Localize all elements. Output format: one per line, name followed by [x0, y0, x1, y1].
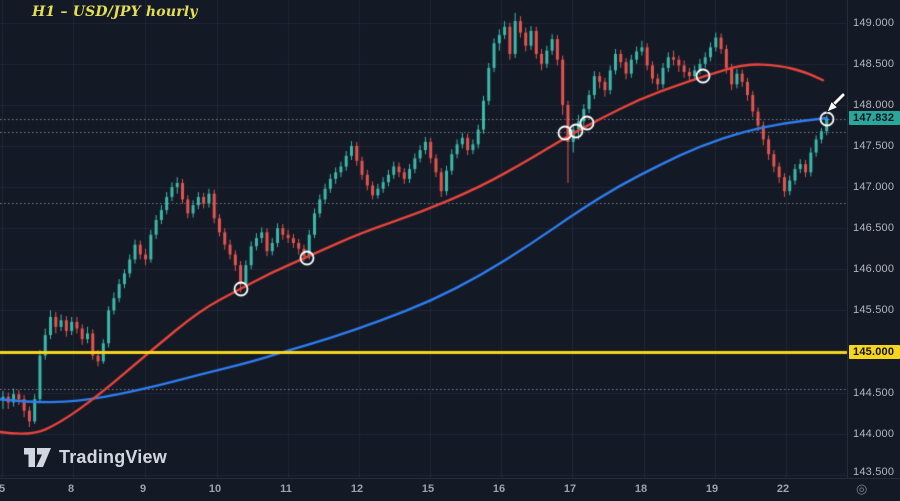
price-axis-label: 147.000	[853, 181, 895, 193]
price-axis-label: 147.500	[853, 140, 895, 152]
time-axis-label: 16	[492, 483, 506, 495]
time-axis-label: 11	[280, 483, 292, 495]
time-axis-label: 19	[705, 483, 719, 495]
time-axis-label: 12	[350, 483, 364, 495]
time-axis-label: 17	[563, 483, 577, 495]
time-axis-label: 18	[634, 483, 648, 495]
chart-title: H1 – USD/JPY hourly	[32, 4, 198, 20]
price-axis-label: 148.000	[853, 99, 895, 111]
price-axis-label: 144.500	[853, 387, 895, 399]
time-axis-label: 15	[421, 483, 435, 495]
current-price-label: 147.832	[849, 111, 900, 125]
price-axis-label: 149.000	[853, 17, 895, 29]
time-axis[interactable]: 5 8 9 10 11 12 15 16 17 18 19 22	[0, 478, 900, 501]
tradingview-logo-text: TradingView	[59, 447, 167, 467]
time-axis-label: 8	[67, 483, 75, 495]
target-icon[interactable]: ◎	[856, 481, 868, 496]
yellow-level-price-label: 145.000	[849, 345, 900, 359]
price-axis-label: 146.000	[853, 263, 895, 275]
price-axis-label: 143.500	[853, 466, 895, 478]
time-axis-label: 22	[776, 483, 790, 495]
price-axis[interactable]: 149.000 148.500 148.000 147.500 147.000 146.5…	[847, 0, 900, 478]
price-axis-label: 148.500	[853, 58, 895, 70]
cursor-arrow-icon	[826, 92, 846, 113]
tradingview-logo-icon	[24, 448, 51, 467]
time-axis-label: 9	[139, 483, 147, 495]
price-axis-label: 144.000	[853, 428, 895, 440]
tradingview-watermark[interactable]: TradingView	[24, 447, 167, 468]
time-axis-label: 10	[208, 483, 222, 495]
price-axis-label: 145.500	[853, 304, 895, 316]
price-axis-label: 146.500	[853, 222, 895, 234]
time-axis-label: 5	[0, 483, 6, 495]
